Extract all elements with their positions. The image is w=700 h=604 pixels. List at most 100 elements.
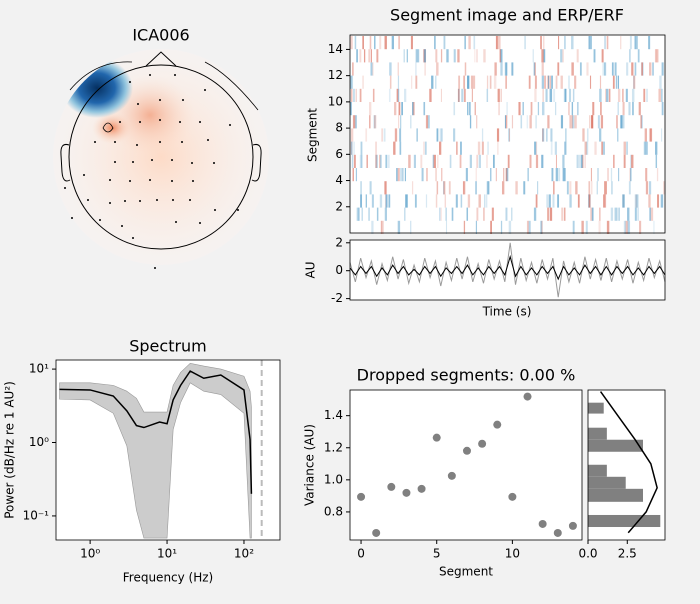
image-texture [546, 194, 549, 208]
image-texture [584, 141, 587, 155]
y-tick-label: 10 [328, 94, 343, 108]
image-texture [535, 141, 538, 155]
image-texture [597, 115, 600, 129]
image-texture [611, 62, 614, 76]
image-texture [504, 115, 506, 129]
image-texture [591, 115, 594, 129]
image-texture [528, 75, 531, 89]
image-texture [629, 154, 632, 168]
image-texture [555, 154, 557, 168]
image-texture [505, 115, 508, 129]
image-texture [415, 62, 417, 76]
image-texture [649, 207, 651, 221]
image-texture [623, 220, 627, 234]
bar [588, 427, 607, 440]
point [508, 492, 517, 501]
image-texture [427, 115, 430, 129]
image-texture [540, 220, 543, 234]
image-texture [449, 154, 452, 168]
image-texture [551, 168, 554, 182]
series-line [349, 254, 666, 281]
image-texture [656, 49, 659, 63]
image-texture [548, 194, 551, 208]
image-texture [455, 194, 458, 208]
image-texture [661, 62, 664, 76]
image-texture [554, 141, 557, 155]
axes-background [350, 390, 582, 540]
image-texture [436, 181, 439, 195]
image-texture [469, 154, 472, 168]
image-texture [541, 75, 544, 89]
image-texture [426, 168, 428, 182]
image-texture [385, 154, 388, 168]
image-texture [627, 220, 630, 234]
image-texture [529, 154, 532, 168]
image-texture [628, 181, 631, 195]
image-texture [474, 102, 476, 116]
image-texture [440, 49, 443, 63]
image-texture [369, 115, 371, 129]
image-texture [645, 168, 648, 182]
image-texture [555, 75, 558, 89]
image-texture [398, 115, 400, 129]
image-texture [640, 115, 642, 129]
image-texture [362, 36, 364, 50]
image-texture [661, 88, 663, 102]
image-texture [568, 102, 570, 116]
image-texture [618, 207, 620, 221]
image-texture [495, 168, 497, 182]
image-texture [350, 141, 353, 155]
image-texture [629, 168, 631, 182]
image-texture [475, 220, 478, 234]
image-texture [356, 49, 358, 63]
image-texture [564, 207, 566, 221]
image-texture [385, 194, 388, 208]
image-texture [550, 128, 553, 142]
image-texture [443, 36, 446, 50]
x-tick-label: 0.0 [578, 547, 597, 561]
image-texture [435, 194, 438, 208]
image-texture [404, 207, 406, 221]
image-texture [404, 88, 407, 102]
kde-line [599, 391, 658, 534]
image-texture [569, 194, 572, 208]
image-texture [508, 128, 510, 142]
image-texture [424, 141, 427, 155]
image-texture [440, 207, 442, 221]
point [523, 392, 532, 401]
image-texture [625, 88, 628, 102]
image-texture [650, 207, 654, 221]
image-texture [528, 220, 531, 234]
image-texture [353, 154, 356, 168]
image-texture [633, 75, 636, 89]
axes-frame [587, 389, 666, 541]
image-texture [616, 115, 618, 129]
image-texture [659, 75, 662, 89]
image-texture [499, 36, 501, 50]
y-tick-label: -2 [331, 291, 343, 305]
image-texture [350, 75, 352, 89]
image-texture [476, 207, 479, 221]
image-texture [495, 36, 498, 50]
image-texture [505, 75, 507, 89]
image-texture [564, 141, 567, 155]
image-texture [540, 36, 542, 50]
image-texture [620, 36, 622, 50]
image-texture [547, 207, 550, 221]
image-texture [635, 194, 638, 208]
image-texture [420, 154, 423, 168]
image-texture [423, 141, 425, 155]
image-texture [611, 181, 613, 195]
image-texture [475, 168, 477, 182]
image-texture [589, 115, 591, 129]
image-texture [486, 154, 488, 168]
point [568, 521, 577, 530]
image-texture [627, 207, 630, 221]
y-axis-label: Variance (AU) [303, 424, 317, 506]
image-texture [500, 62, 503, 76]
chart-title: Segment image and ERP/ERF [390, 6, 624, 25]
image-texture [437, 154, 439, 168]
image-texture [601, 141, 603, 155]
image-texture [535, 115, 537, 129]
